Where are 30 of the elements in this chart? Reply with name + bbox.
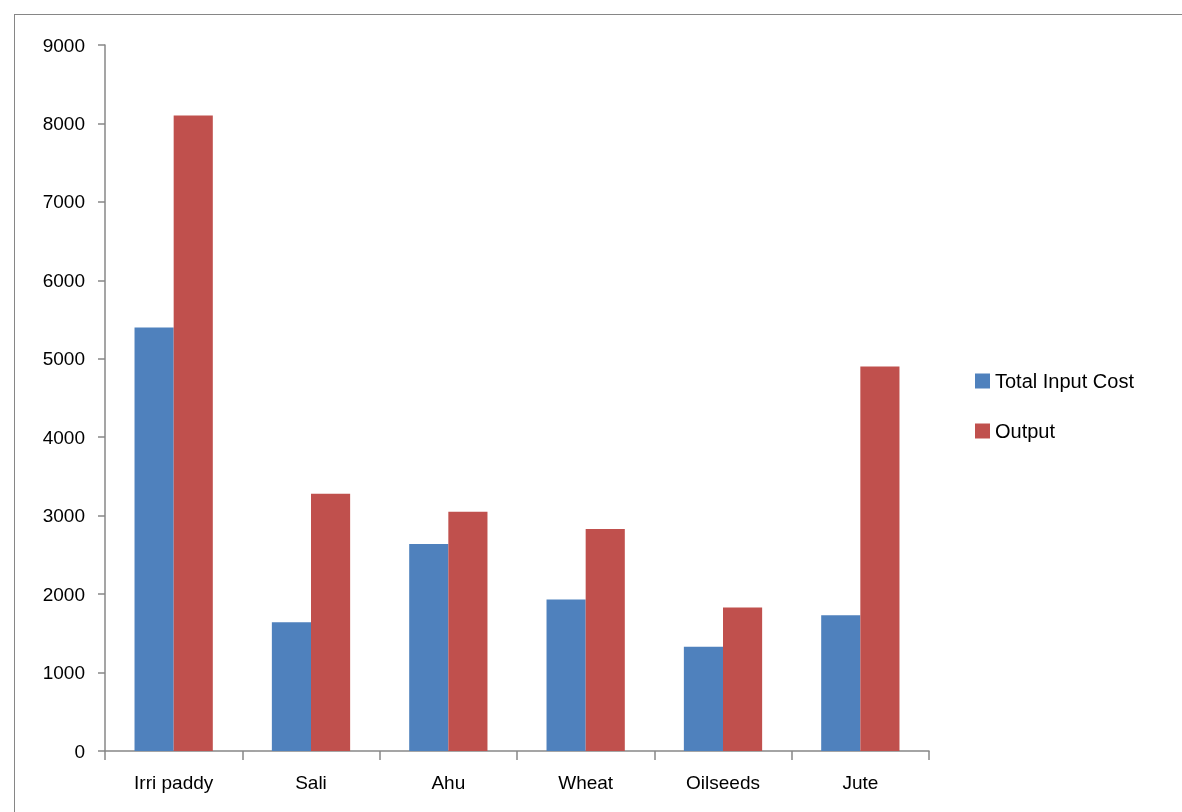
bar: [134, 327, 174, 751]
x-tick-label: Oilseeds: [686, 772, 760, 793]
x-tick-label: Wheat: [558, 772, 614, 793]
bar: [585, 529, 625, 751]
x-tick-label: Irri paddy: [134, 772, 214, 793]
bar: [173, 115, 213, 751]
legend-label: Output: [995, 420, 1056, 442]
y-tick-label: 0: [74, 740, 85, 762]
y-tick-label: 6000: [42, 269, 85, 291]
bar: [448, 511, 488, 751]
bar: [821, 615, 861, 751]
y-tick-label: 8000: [42, 112, 85, 134]
y-tick-label: 7000: [42, 191, 85, 213]
bar: [409, 543, 449, 751]
x-tick-label: Ahu: [431, 772, 466, 793]
y-tick-label: 4000: [42, 426, 85, 448]
bar: [683, 646, 723, 751]
y-tick-label: 1000: [42, 662, 85, 684]
legend-label: Total Input Cost: [995, 370, 1135, 392]
y-tick-label: 9000: [42, 34, 85, 56]
x-tick-label: Sali: [295, 772, 327, 793]
bar: [860, 366, 900, 751]
x-tick-label: Jute: [842, 772, 879, 793]
bar: [723, 607, 763, 751]
y-tick-label: 3000: [42, 505, 85, 527]
y-tick-label: 2000: [42, 583, 85, 605]
bar: [546, 599, 586, 751]
bar: [271, 622, 311, 751]
bar: [311, 493, 351, 751]
y-tick-label: 5000: [42, 348, 85, 370]
